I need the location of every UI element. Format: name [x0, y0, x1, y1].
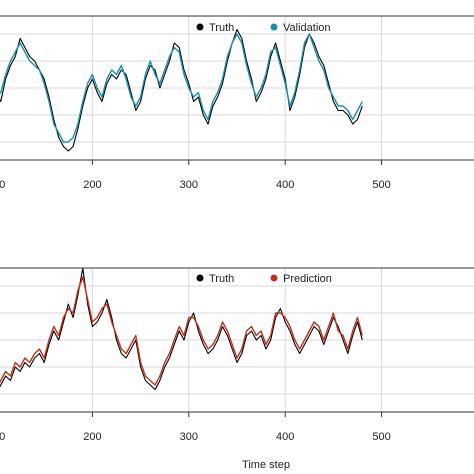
- x-tick-label: 500: [372, 431, 390, 443]
- x-tick-label: 100: [0, 431, 5, 443]
- top-panel: 100 200 300 400 500 Truth Validation: [0, 15, 474, 191]
- legend-label-truth: Truth: [209, 22, 234, 34]
- x-tick-label: 200: [83, 179, 101, 191]
- plot-frame: [0, 15, 474, 161]
- bottom-panel: 100 200 300 400 500 Truth Prediction: [0, 267, 474, 443]
- x-axis-title: Time step: [242, 459, 290, 471]
- series-line-truth: [0, 28, 363, 152]
- series-line-prediction: [0, 276, 363, 386]
- legend: Truth Validation: [196, 22, 331, 34]
- x-tick-label: 200: [83, 431, 101, 443]
- legend-marker-prediction: [270, 274, 278, 282]
- legend-marker-validation: [270, 23, 278, 31]
- legend-marker-truth: [196, 23, 204, 31]
- legend-marker-truth: [196, 274, 204, 282]
- x-tick-label: 400: [276, 431, 294, 443]
- x-tick-label: 500: [372, 179, 390, 191]
- legend-label-truth: Truth: [209, 273, 234, 285]
- x-tick-label: 300: [180, 431, 198, 443]
- legend: Truth Prediction: [196, 273, 332, 285]
- legend-label-prediction: Prediction: [283, 273, 332, 285]
- series-line-truth: [0, 267, 363, 391]
- x-tick-label: 100: [0, 179, 5, 191]
- series-line-validation: [0, 33, 363, 143]
- legend-label-validation: Validation: [283, 22, 331, 34]
- plot-frame: [0, 267, 474, 413]
- x-tick-label: 400: [276, 179, 294, 191]
- x-tick-label: 300: [180, 179, 198, 191]
- grid: [0, 268, 474, 412]
- grid: [0, 16, 474, 160]
